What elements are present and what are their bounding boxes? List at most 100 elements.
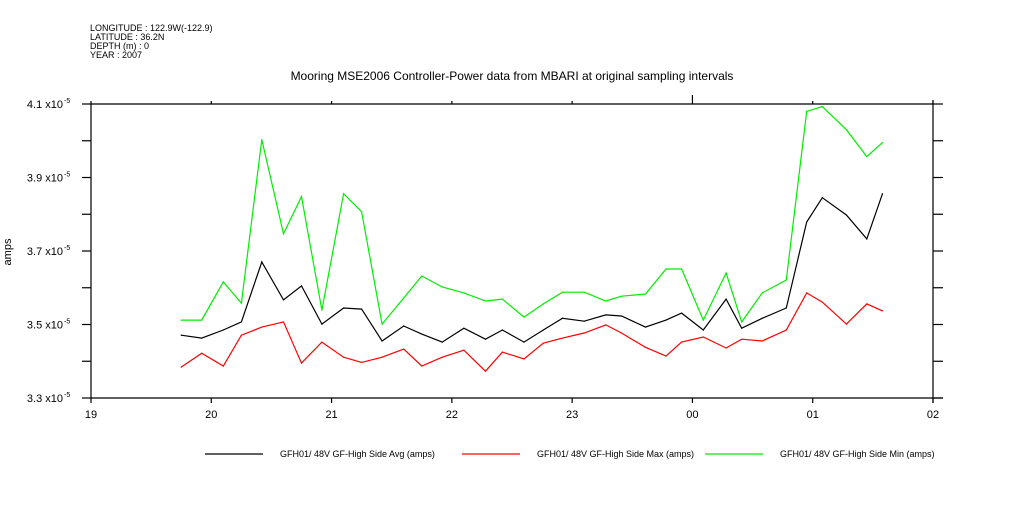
data-point — [806, 110, 808, 112]
y-tick-label: 3.3 x10 — [27, 393, 63, 405]
data-point — [261, 326, 263, 328]
data-point — [361, 211, 363, 213]
y-tick-label: 3.7 x10 — [27, 246, 63, 258]
data-point — [761, 340, 763, 342]
data-point — [403, 325, 405, 327]
data-point — [681, 268, 683, 270]
data-point — [421, 365, 423, 367]
y-tick-exponent: -5 — [64, 319, 70, 326]
data-point — [620, 315, 623, 317]
data-point — [881, 193, 884, 195]
depth-label: DEPTH (m) : 0 — [90, 41, 149, 51]
y-tick-exponent: -5 — [64, 392, 70, 399]
data-point — [644, 293, 647, 295]
legend-label: GFH01/ 48V GF-High Side Max (amps) — [537, 449, 694, 459]
data-point — [561, 337, 564, 339]
data-point — [785, 329, 787, 331]
data-point — [542, 303, 544, 305]
data-point — [845, 323, 847, 325]
data-point — [222, 281, 224, 283]
data-point — [403, 297, 405, 299]
data-point — [761, 317, 763, 319]
data-point — [321, 309, 323, 311]
data-point — [201, 337, 203, 339]
data-point — [381, 323, 383, 325]
x-tick-label: 19 — [85, 409, 97, 421]
data-point — [681, 312, 683, 314]
data-point — [201, 352, 203, 354]
data-point — [361, 308, 363, 310]
data-point — [681, 341, 683, 343]
chart-title: Mooring MSE2006 Controller-Power data fr… — [291, 69, 734, 83]
data-point — [501, 298, 503, 300]
x-tick-label: 22 — [446, 409, 458, 421]
data-point — [501, 329, 503, 331]
x-tick-label: 01 — [807, 409, 819, 421]
x-tick-label: 02 — [927, 409, 939, 421]
data-point — [403, 348, 405, 350]
data-point — [501, 351, 503, 353]
data-point — [665, 355, 667, 357]
longitude-label: LONGITUDE : 122.9W(-122.9) — [90, 23, 213, 33]
series-line-avg — [181, 193, 884, 343]
data-point — [821, 105, 823, 108]
data-point — [561, 291, 564, 293]
data-point — [561, 317, 564, 319]
data-point — [741, 321, 743, 323]
data-point — [441, 286, 443, 288]
data-point — [583, 320, 585, 322]
legend: GFH01/ 48V GF-High Side Avg (amps) GFH01/… — [205, 449, 935, 459]
header-info: LONGITUDE : 122.9W(-122.9) LATITUDE : 36… — [90, 23, 213, 60]
data-point — [881, 310, 884, 312]
data-point — [725, 298, 727, 300]
data-point — [381, 356, 383, 358]
data-point — [845, 129, 847, 131]
data-point — [421, 333, 423, 335]
data-point — [201, 319, 203, 321]
data-point — [605, 300, 607, 302]
data-point — [741, 338, 743, 340]
data-point — [620, 295, 623, 297]
data-point — [806, 292, 808, 294]
data-point — [785, 279, 787, 281]
data-point — [761, 292, 763, 294]
data-point — [441, 356, 443, 358]
data-point — [343, 193, 345, 195]
data-point — [785, 307, 787, 309]
data-point — [866, 155, 868, 158]
year-label: YEAR : 2007 — [90, 50, 142, 60]
data-point — [620, 332, 623, 334]
y-tick-label: 3.9 x10 — [27, 173, 63, 185]
data-point — [321, 323, 323, 325]
data-point — [463, 349, 465, 351]
data-point — [261, 261, 263, 263]
data-point — [523, 358, 525, 360]
data-point — [542, 329, 544, 331]
data-point — [282, 233, 285, 235]
y-tick-exponent: -5 — [64, 245, 70, 252]
data-point — [282, 299, 285, 301]
data-point — [261, 139, 263, 141]
data-point — [321, 341, 323, 343]
data-point — [240, 302, 242, 304]
data-point — [361, 361, 363, 363]
legend-label: GFH01/ 48V GF-High Side Avg (amps) — [280, 449, 435, 459]
data-point — [741, 327, 743, 329]
data-point — [484, 338, 487, 340]
data-point — [583, 291, 585, 293]
axes: 3.3 x10 -53.5 x10 -53.7 x10 -53.9 x10 -54.1 … — [27, 95, 943, 421]
data-point — [665, 268, 667, 270]
data-point — [702, 319, 704, 321]
data-point — [725, 272, 727, 274]
legend-label: GFH01/ 48V GF-High Side Min (amps) — [780, 449, 935, 459]
data-point — [240, 321, 242, 323]
y-tick-exponent: -5 — [64, 98, 70, 105]
data-point — [222, 329, 224, 331]
data-point — [665, 319, 667, 321]
data-point — [866, 303, 868, 305]
series-lines — [180, 105, 884, 373]
data-point — [180, 334, 182, 336]
data-point — [866, 238, 868, 240]
data-point — [484, 370, 487, 372]
data-point — [644, 346, 647, 348]
